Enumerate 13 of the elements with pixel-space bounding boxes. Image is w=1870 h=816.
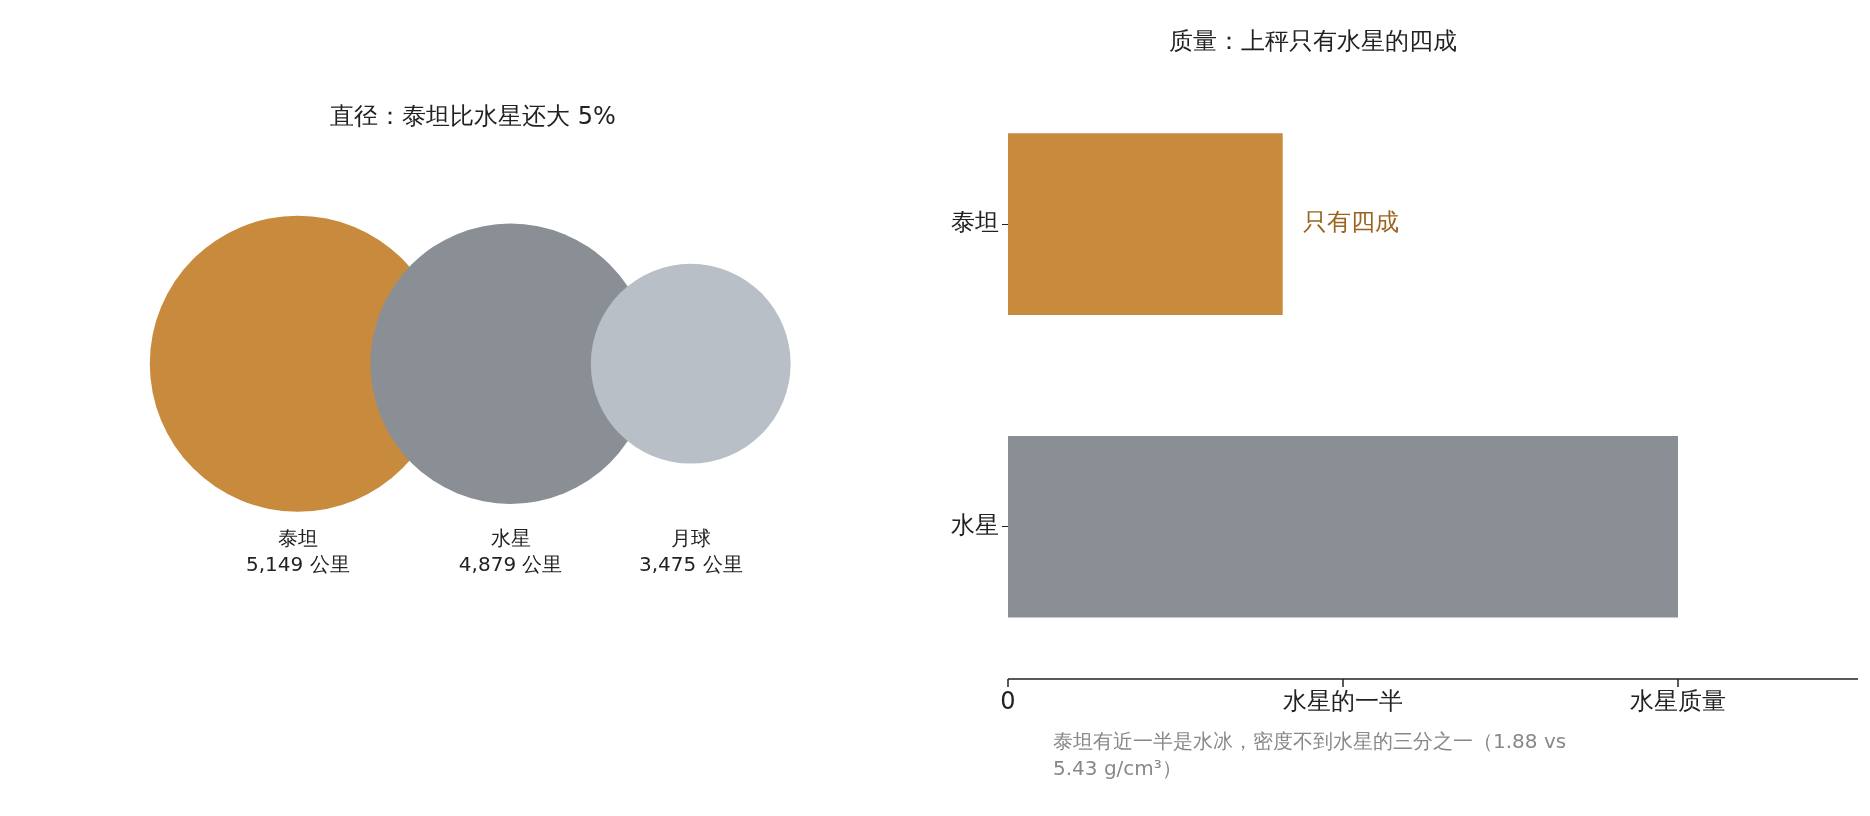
category-label: 水星 [490,525,531,550]
data-label: 5,149 公里 [245,551,350,576]
text: 0 [1000,687,1016,716]
annotation: 只有四成 [1302,208,1399,237]
category-label: 泰坦 [277,525,318,550]
data-label: 3,475 公里 [638,551,743,576]
chart-title: 质量：上秤只有水星的四成 [1169,26,1457,55]
data-label: 4,879 公里 [458,551,563,576]
category-label: 月球 [670,525,711,550]
text: 水星的一半 [1283,687,1403,716]
text: 直径：泰坦比水星还大 5% [329,101,617,130]
text: 水星质量 [1630,687,1726,716]
text: 泰坦有近一半是水冰，密度不到水星的三分之一（1.88 vs 5.43 g/cm³） [1053,728,1568,782]
